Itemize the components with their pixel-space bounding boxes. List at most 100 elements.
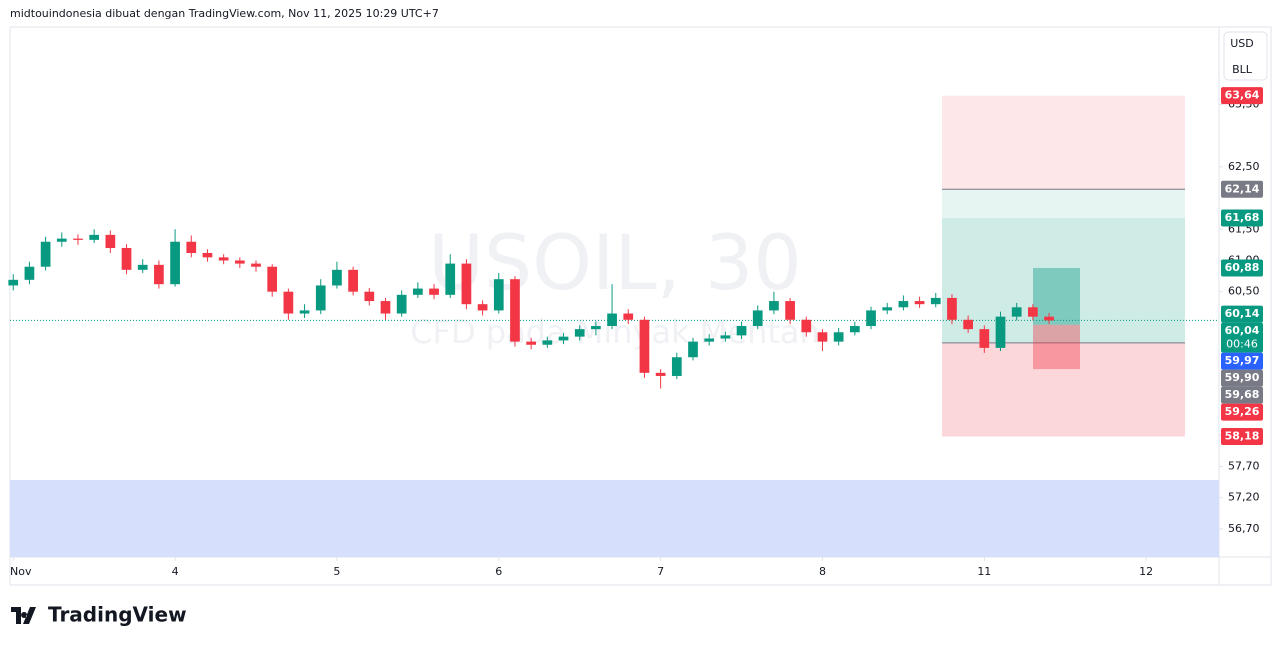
- candle-body: [267, 266, 278, 292]
- candle-body: [251, 263, 261, 267]
- x-tick-label: 5: [333, 565, 340, 578]
- candle-body: [688, 341, 698, 358]
- candle-body: [930, 297, 941, 305]
- stop-zone: [942, 342, 1185, 437]
- candle-body: [283, 291, 294, 314]
- candle-body: [671, 357, 682, 376]
- price-badge: [1221, 369, 1263, 387]
- candle-body: [623, 313, 634, 320]
- y-tick-label: 57,70: [1228, 459, 1260, 472]
- price-badge-label: 62,14: [1225, 182, 1260, 195]
- target-zone: [1033, 267, 1080, 325]
- candle-body: [380, 301, 391, 314]
- price-badge: [1221, 428, 1263, 446]
- price-badge-label: 59,68: [1225, 388, 1260, 401]
- stop-zone: [942, 95, 1185, 190]
- candle-body: [526, 341, 537, 345]
- price-badge: [1221, 180, 1263, 198]
- candle-body: [445, 263, 456, 295]
- candle-body: [89, 234, 100, 240]
- logo-mark: [11, 607, 36, 624]
- candle-body: [914, 301, 925, 305]
- candle-body: [607, 313, 617, 327]
- candle-body: [121, 247, 132, 270]
- candle-body: [963, 319, 973, 330]
- x-tick-label: 4: [172, 565, 179, 578]
- countdown: 00:46: [1226, 338, 1258, 351]
- candle-body: [882, 307, 893, 311]
- x-tick-label: 12: [1139, 565, 1153, 578]
- candle-body: [542, 340, 553, 345]
- candle-body: [299, 310, 310, 314]
- price-badge: [1221, 352, 1263, 370]
- header: midtouindonesia dibuat dengan TradingVie…: [10, 7, 439, 20]
- y-tick-label: 56,70: [1228, 522, 1260, 535]
- candle-body: [558, 336, 569, 341]
- candle-body: [995, 316, 1006, 348]
- candle-body: [364, 291, 375, 302]
- candle-body: [170, 241, 180, 285]
- unit: BLL: [1232, 63, 1253, 76]
- stop-zone: [1033, 324, 1080, 370]
- candle-body: [234, 260, 245, 264]
- candle-body: [704, 338, 715, 342]
- x-tick-label: 11: [977, 565, 991, 578]
- price-badge: [1221, 386, 1263, 404]
- price-badge-label: 61,68: [1225, 211, 1260, 224]
- candle-body: [73, 238, 83, 240]
- candle-body: [493, 279, 504, 311]
- price-badge-label: 60,04: [1225, 324, 1260, 337]
- price-badge: [1221, 305, 1263, 323]
- target-zone: [942, 218, 1185, 343]
- unit-box: [1223, 31, 1268, 81]
- candle-body: [413, 288, 423, 295]
- y-tick-label: 62,50: [1228, 160, 1260, 173]
- candle-body: [720, 335, 731, 339]
- candle-body: [8, 279, 19, 286]
- price-badge-label: 59,97: [1225, 354, 1260, 367]
- candle-body: [105, 234, 116, 248]
- candle-body: [1028, 307, 1038, 317]
- plot: [8, 95, 1219, 437]
- candle-body: [40, 241, 51, 267]
- candle-body: [218, 257, 229, 261]
- candle-body: [866, 310, 876, 327]
- candle-body: [24, 266, 35, 280]
- range-band: [10, 480, 1219, 557]
- candle-body: [769, 301, 779, 311]
- candle-body: [979, 329, 990, 348]
- price-badge: [1221, 322, 1263, 353]
- y-tick-label: 57,20: [1228, 491, 1260, 504]
- candle-body: [752, 310, 763, 327]
- candle-body: [461, 263, 472, 305]
- candle-body: [849, 326, 860, 333]
- candle-body: [947, 297, 957, 320]
- candle-body: [736, 326, 747, 336]
- candle-body: [655, 372, 666, 376]
- price-badge-label: 58,18: [1225, 430, 1260, 443]
- x-tick-label: 8: [819, 565, 826, 578]
- candle-body: [801, 319, 812, 333]
- candle-body: [510, 279, 520, 342]
- candle-body: [639, 319, 650, 373]
- price-badge: [1221, 209, 1263, 227]
- candle-body: [332, 269, 342, 286]
- candle-body: [785, 301, 795, 320]
- candle-body: [137, 264, 148, 270]
- price-badge: [1221, 403, 1263, 421]
- x-tick-label: Nov: [10, 565, 32, 578]
- candle-body: [186, 241, 197, 253]
- candle-body: [477, 304, 488, 311]
- candle-body: [56, 238, 67, 242]
- candle-body: [833, 332, 844, 342]
- candle-body: [396, 294, 407, 314]
- price-badge-label: 59,26: [1225, 405, 1260, 418]
- candle-body: [1044, 316, 1054, 321]
- currency: USD: [1230, 37, 1254, 50]
- price-badge-label: 60,88: [1225, 261, 1260, 274]
- price-badge: [1221, 259, 1263, 277]
- price-badge-label: 63,64: [1225, 89, 1260, 102]
- candle-body: [429, 288, 439, 295]
